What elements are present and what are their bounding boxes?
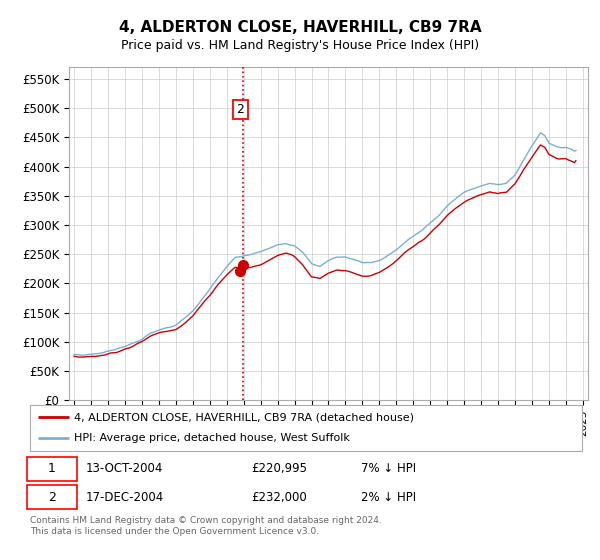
Text: 2: 2	[236, 104, 244, 116]
Text: HPI: Average price, detached house, West Suffolk: HPI: Average price, detached house, West…	[74, 433, 350, 444]
Text: 17-DEC-2004: 17-DEC-2004	[85, 491, 163, 503]
Text: 7% ↓ HPI: 7% ↓ HPI	[361, 463, 416, 475]
Text: 4, ALDERTON CLOSE, HAVERHILL, CB9 7RA (detached house): 4, ALDERTON CLOSE, HAVERHILL, CB9 7RA (d…	[74, 412, 414, 422]
Text: Contains HM Land Registry data © Crown copyright and database right 2024.
This d: Contains HM Land Registry data © Crown c…	[30, 516, 382, 536]
Text: 4, ALDERTON CLOSE, HAVERHILL, CB9 7RA: 4, ALDERTON CLOSE, HAVERHILL, CB9 7RA	[119, 20, 481, 35]
Text: £220,995: £220,995	[251, 463, 307, 475]
Text: £232,000: £232,000	[251, 491, 307, 503]
FancyBboxPatch shape	[27, 456, 77, 481]
Text: 1: 1	[48, 463, 56, 475]
Text: 2% ↓ HPI: 2% ↓ HPI	[361, 491, 416, 503]
FancyBboxPatch shape	[30, 405, 582, 451]
FancyBboxPatch shape	[27, 485, 77, 510]
Text: Price paid vs. HM Land Registry's House Price Index (HPI): Price paid vs. HM Land Registry's House …	[121, 39, 479, 52]
Text: 13-OCT-2004: 13-OCT-2004	[85, 463, 163, 475]
Text: 2: 2	[48, 491, 56, 503]
